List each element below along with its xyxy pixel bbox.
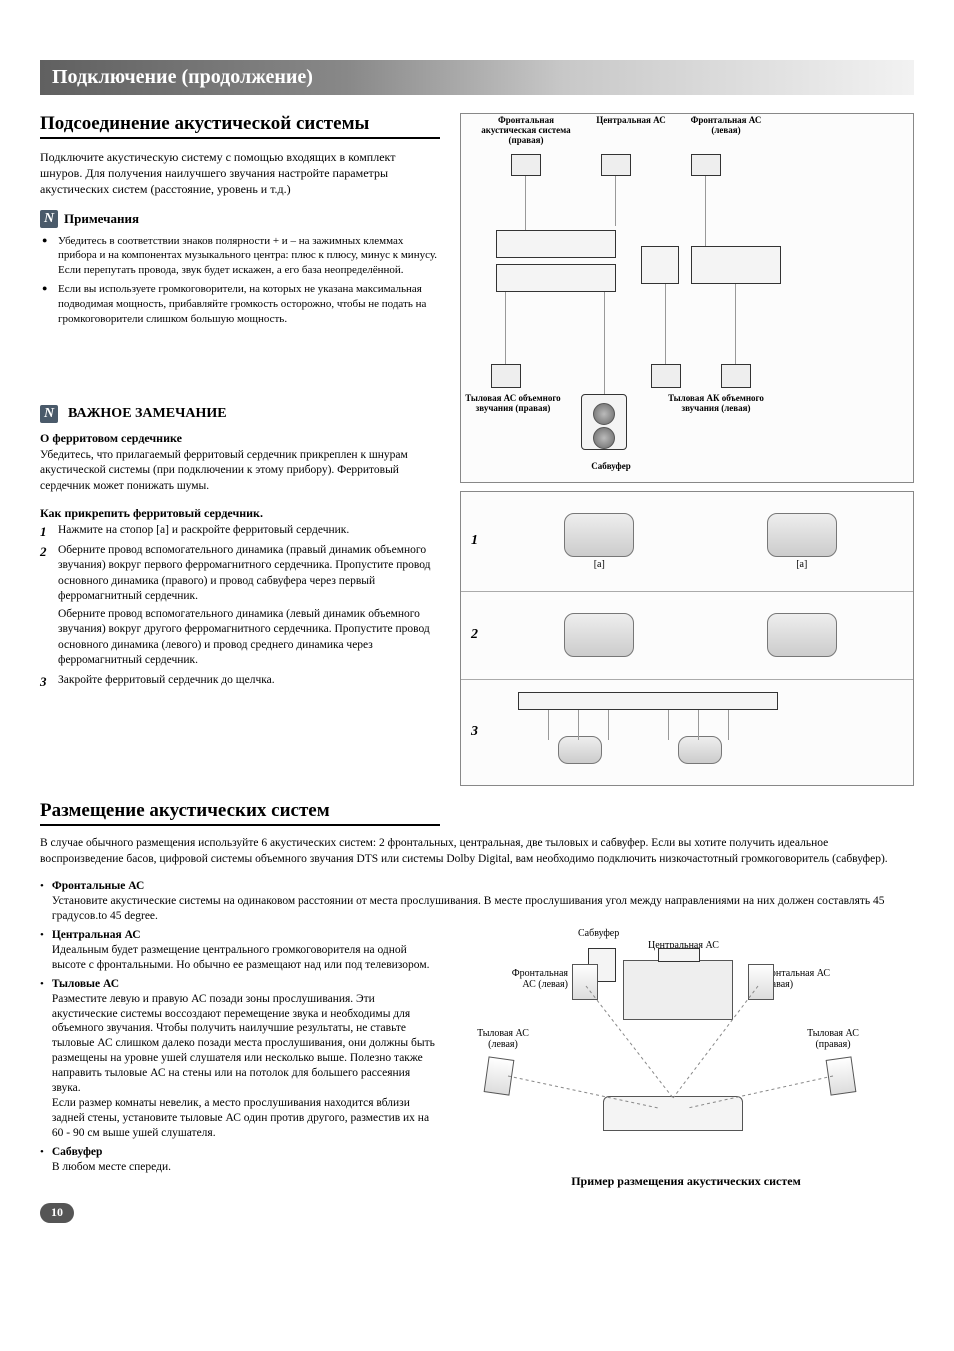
terminal-block <box>691 246 781 284</box>
banner-title: Подключение (продолжение) <box>52 66 313 88</box>
placement-right-col: Сабвуфер Центральная АС Фронтальная АС (… <box>458 928 914 1189</box>
ferrite-subheading-2: Как прикрепить ферритовый сердечник. <box>40 506 440 521</box>
left-column: Подсоединение акустической системы Подкл… <box>40 113 440 786</box>
ferrite-step-num: 3 <box>471 724 478 740</box>
a-marker: [a] <box>767 559 837 570</box>
page-number-badge: 10 <box>40 1203 74 1223</box>
step-text: Закройте ферритовый сердечник до щелчка. <box>58 673 440 691</box>
placement-name: Фронтальные АС <box>52 880 144 892</box>
speaker-icon <box>511 154 541 176</box>
placement-name: Центральная АС <box>52 929 141 941</box>
ferrite-core-icon <box>678 736 722 764</box>
room-layout-diagram: Сабвуфер Центральная АС Фронтальная АС (… <box>458 928 914 1168</box>
placement-name: Сабвуфер <box>52 1146 103 1158</box>
step-text: Оберните провод вспомогательного динамик… <box>58 543 440 605</box>
speaker-icon <box>691 154 721 176</box>
important-label: ВАЖНОЕ ЗАМЕЧАНИЕ <box>68 406 227 422</box>
placement-text: Идеальным будет размещение центрального … <box>52 944 430 971</box>
a-marker: [a] <box>564 559 634 570</box>
important-header: N ВАЖНОЕ ЗАМЕЧАНИЕ <box>40 405 440 423</box>
connector-block <box>641 246 679 284</box>
sight-lines <box>458 928 914 1138</box>
ferrite-core-icon <box>767 613 837 657</box>
ferrite-core-icon <box>564 613 634 657</box>
note-icon: N <box>40 210 58 228</box>
step-text: Нажмите на стопор [a] и раскройте феррит… <box>58 523 440 541</box>
placement-text: Разместите левую и правую АС позади зоны… <box>52 993 435 1139</box>
step-number: 2 <box>40 543 52 605</box>
ferrite-steps: 1 Нажмите на стопор [a] и раскройте ферр… <box>40 523 440 690</box>
notes-header: N Примечания <box>40 210 440 228</box>
placement-left-col: • Центральная АС Идеальным будет размеще… <box>40 928 440 1189</box>
step-number: 1 <box>40 523 52 541</box>
right-column: Фронтальная акустическая система (правая… <box>460 113 914 786</box>
speaker-icon <box>601 154 631 176</box>
ferrite-diagram: 1 [a] [a] 2 <box>460 491 914 786</box>
notes-label: Примечания <box>64 211 139 227</box>
intro-paragraph: Подключите акустическую систему с помощь… <box>40 149 440 198</box>
placement-item: • Фронтальные АС Установите акустические… <box>40 879 914 924</box>
example-caption: Пример размещения акустических систем <box>458 1174 914 1189</box>
section1-heading: Подсоединение акустической системы <box>40 113 440 139</box>
placement-text: В любом месте спереди. <box>52 1161 171 1173</box>
bullet-icon: • <box>40 880 44 924</box>
placement-name: Тыловые АС <box>52 978 119 990</box>
ferrite-core-icon <box>558 736 602 764</box>
subwoofer-icon <box>581 394 627 450</box>
ferrite-step-num: 2 <box>471 627 478 643</box>
diag-label-center: Центральная АС <box>596 116 666 126</box>
speaker-wiring-diagram: Фронтальная акустическая система (правая… <box>460 113 914 483</box>
step-item: 1 Нажмите на стопор [a] и раскройте ферр… <box>40 523 440 541</box>
bullet-icon: • <box>40 929 44 973</box>
placement-intro: В случае обычного размещения используйте… <box>40 836 914 867</box>
step-item: 2 Оберните провод вспомогательного динам… <box>40 543 440 605</box>
step-extra: Оберните провод вспомогательного динамик… <box>58 607 440 669</box>
placement-item: • Центральная АС Идеальным будет размеще… <box>40 928 440 973</box>
ferrite-subheading-1: О ферритовом сердечнике <box>40 431 440 446</box>
speaker-icon <box>721 364 751 388</box>
placement-item: • Тыловые АС Разместите левую и правую А… <box>40 977 440 1141</box>
ferrite-core-icon <box>767 513 837 557</box>
note-icon: N <box>40 405 58 423</box>
diag-label-rear-left: Тыловая АК объемного звучания (левая) <box>661 394 771 414</box>
receiver-unit <box>496 230 616 258</box>
step-item: 3 Закройте ферритовый сердечник до щелчк… <box>40 673 440 691</box>
speaker-icon <box>651 364 681 388</box>
ferrite-core-icon <box>564 513 634 557</box>
section-banner: Подключение (продолжение) <box>40 60 914 95</box>
ferrite-step-num: 1 <box>471 533 478 549</box>
bullet-icon: • <box>40 978 44 1141</box>
diag-label-front-right: Фронтальная акустическая система (правая… <box>471 116 581 146</box>
placement-item: • Сабвуфер В любом месте спереди. <box>40 1145 440 1175</box>
diag-label-rear-right: Тыловая АС объемного звучания (правая) <box>463 394 563 414</box>
step-number: 3 <box>40 673 52 691</box>
page-number: 10 <box>51 1205 63 1220</box>
section2-heading: Размещение акустических систем <box>40 800 440 826</box>
receiver-unit <box>496 264 616 292</box>
diag-label-subwoofer: Сабвуфер <box>581 462 641 472</box>
speaker-icon <box>491 364 521 388</box>
note-item: Если вы используете громкоговорители, на… <box>40 282 440 327</box>
bullet-icon: • <box>40 1146 44 1175</box>
note-item: Убедитесь в соответствии знаков полярнос… <box>40 234 440 279</box>
notes-list: Убедитесь в соответствии знаков полярнос… <box>40 234 440 327</box>
ferrite-paragraph: Убедитесь, что прилагаемый ферритовый се… <box>40 448 440 495</box>
terminal-strip <box>518 692 778 710</box>
diag-label-front-left: Фронтальная АС (левая) <box>681 116 771 136</box>
placement-text: Установите акустические системы на одина… <box>52 895 885 922</box>
